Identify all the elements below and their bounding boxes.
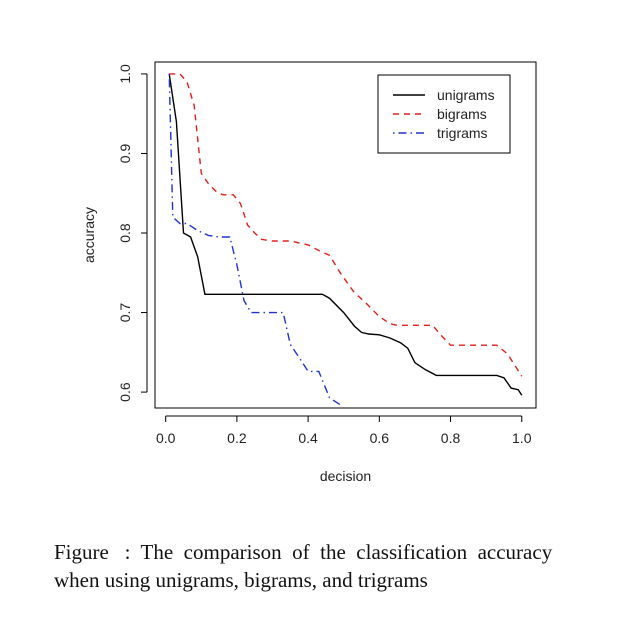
plot-lines: [168, 73, 523, 406]
x-axis: 0.0 0.2 0.4 0.6 0.8 1.0: [156, 415, 532, 446]
legend-label-trigrams: trigrams: [437, 125, 488, 141]
y-axis-label: accuracy: [81, 207, 97, 263]
y-tick-label: 0.6: [117, 382, 133, 402]
x-tick-label: 1.0: [512, 430, 532, 446]
x-tick-label: 0.6: [370, 430, 390, 446]
legend-label-unigrams: unigrams: [437, 87, 495, 103]
caption-line-2: when using unigrams, bigrams, and trigra…: [54, 568, 428, 592]
y-axis: 0.6 0.7 0.8 0.9 1.0: [117, 64, 148, 402]
accuracy-line-chart: 0.0 0.2 0.4 0.6 0.8 1.0 0.6 0.7 0.8 0.9 1.0 decis…: [81, 61, 537, 484]
y-tick-label: 0.9: [117, 144, 133, 164]
caption-line-1: Figure : The comparison of the classific…: [54, 540, 553, 564]
figure-caption: Figure : The comparison of the classific…: [54, 538, 600, 594]
series-line-trigrams: [168, 73, 341, 406]
x-tick-label: 0.4: [298, 430, 318, 446]
x-axis-label: decision: [320, 468, 371, 484]
legend-box: [377, 74, 511, 154]
legend-label-bigrams: bigrams: [437, 106, 487, 122]
y-tick-label: 1.0: [117, 64, 133, 84]
y-tick-label: 0.7: [117, 303, 133, 323]
y-tick-label: 0.8: [117, 223, 133, 243]
x-tick-label: 0.2: [227, 430, 247, 446]
x-tick-label: 0.8: [441, 430, 461, 446]
legend: unigrams bigrams trigrams: [377, 74, 511, 154]
plot-frame: [154, 61, 537, 409]
series-line-unigrams: [168, 73, 523, 396]
x-tick-label: 0.0: [156, 430, 176, 446]
